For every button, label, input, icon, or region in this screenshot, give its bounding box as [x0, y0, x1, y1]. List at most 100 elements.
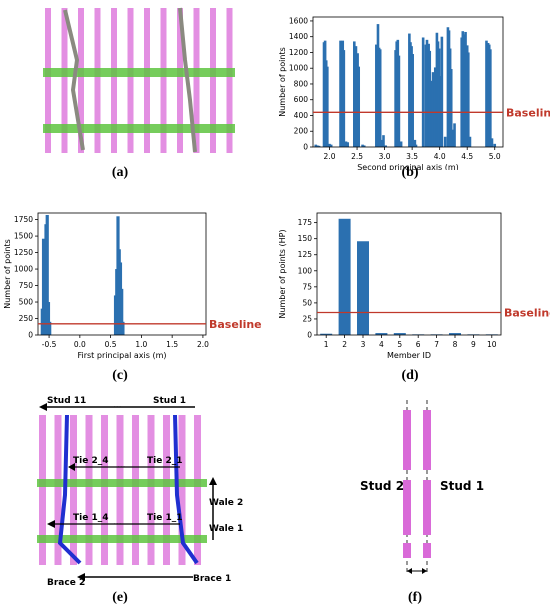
- bar: [48, 321, 52, 335]
- y-tick-label: 100: [298, 266, 313, 275]
- bar: [440, 36, 444, 147]
- x-tick-label: 5: [397, 340, 402, 349]
- y-axis-label: Number of points (HP): [278, 229, 287, 318]
- bar-chart-d: 0 25 50 75 100 125 150 175 1 2 3 4 5 6 7 8 9 10 Baseline Me…: [278, 212, 550, 360]
- bar: [449, 333, 461, 335]
- y-axis-label: Number of points: [278, 47, 287, 117]
- stud-2-segment-upper: [403, 410, 411, 470]
- stud-stripe: [127, 8, 134, 153]
- bar: [357, 66, 361, 147]
- y-tick-label: 500: [19, 298, 34, 307]
- bar: [443, 136, 447, 147]
- x-tick-label: 9: [471, 340, 476, 349]
- stud-stripe: [193, 8, 200, 153]
- bar: [316, 145, 319, 147]
- bar: [489, 49, 492, 147]
- panel-a: [35, 0, 245, 160]
- label-tie-1-4: Tie 1_4: [73, 513, 109, 523]
- y-tick-label: 1000: [14, 265, 33, 274]
- x-tick-label: 0.0: [74, 340, 86, 349]
- bar: [413, 139, 417, 147]
- baseline-label: Baseline: [209, 318, 262, 331]
- stud-stripe: [54, 415, 62, 565]
- stud-2-segment-middle: [403, 480, 411, 535]
- panel-b: 0 200 400 600 800 1000 1200 1400 1600 2.0 2.5 3.0 3.…: [275, 5, 550, 172]
- stud-stripe: [94, 8, 101, 153]
- wale-1-band: [37, 535, 207, 543]
- histogram-b: 0 200 400 600 800 1000 1200 1400 1600 2.0 2.5 3.0 3.…: [278, 16, 550, 172]
- x-axis-label: Second principal axis (m): [357, 163, 459, 170]
- bar: [375, 44, 378, 147]
- x-tick-label: 8: [453, 340, 458, 349]
- panel-e: Stud 11 Stud 1 ··· Tie 2_4 Tie 2_1 ··· T…: [25, 395, 245, 590]
- bar: [421, 37, 425, 147]
- stud-1-segment-upper: [423, 410, 431, 470]
- stud-stripe: [226, 8, 233, 153]
- y-tick-label: 250: [19, 314, 34, 323]
- x-tick-label: 2.5: [351, 152, 363, 161]
- bar: [453, 123, 456, 147]
- bar: [399, 141, 403, 147]
- bar: [431, 72, 435, 147]
- x-tick-label: 3.5: [406, 152, 418, 161]
- brace-2-line: [57, 414, 82, 565]
- stud-stripe: [147, 415, 155, 565]
- bar: [361, 144, 364, 147]
- stud-stripe: [178, 415, 186, 565]
- stud-stripe: [101, 415, 108, 565]
- bar: [326, 66, 329, 147]
- caption-d: (d): [401, 368, 419, 383]
- stud-stripe: [116, 415, 124, 565]
- y-tick-label: 200: [294, 127, 309, 136]
- bar: [414, 144, 418, 147]
- bar: [329, 144, 333, 147]
- y-tick-label: 400: [294, 111, 309, 120]
- stud-stripe: [111, 8, 117, 153]
- stud-stripe: [132, 415, 139, 565]
- label-brace-2: Brace 2: [47, 578, 85, 588]
- x-tick-label: 0.5: [105, 340, 117, 349]
- x-tick-label: 5.0: [489, 152, 501, 161]
- x-tick-label: 1.5: [166, 340, 178, 349]
- bar: [467, 52, 470, 147]
- y-tick-label: 125: [298, 250, 313, 259]
- bar: [328, 143, 331, 147]
- bar: [382, 135, 385, 147]
- y-tick-label: 175: [298, 218, 313, 227]
- label-tie-2-1: Tie 2_1: [147, 456, 183, 466]
- bar: [425, 39, 429, 148]
- label-stud-1: Stud 1: [440, 479, 484, 493]
- panel-d: 0 25 50 75 100 125 150 175 1 2 3 4 5 6 7 8 9 10 Baseline Me…: [275, 205, 550, 365]
- x-tick-label: 10: [487, 340, 497, 349]
- y-tick-label: 1250: [14, 248, 33, 257]
- bar: [397, 55, 401, 147]
- bar: [384, 145, 387, 147]
- bar: [393, 333, 406, 335]
- y-tick-label: 0: [303, 143, 308, 152]
- y-tick-label: 1200: [289, 48, 308, 57]
- bar: [362, 145, 366, 147]
- bar: [449, 69, 453, 147]
- stud-2-segment-lower: [403, 543, 411, 558]
- baseline-label: Baseline: [506, 106, 550, 119]
- x-axis-label: Member ID: [387, 351, 431, 360]
- bar: [464, 31, 467, 147]
- dots-tie-1: ···: [113, 520, 122, 530]
- bar: [120, 288, 124, 335]
- y-tick-label: 600: [294, 95, 309, 104]
- stud-stripe: [163, 415, 170, 565]
- wale-2-band: [37, 479, 207, 487]
- label-tie-1-1: Tie 1_1: [147, 513, 183, 523]
- y-tick-label: 1000: [289, 64, 308, 73]
- x-tick-label: 2.0: [324, 152, 336, 161]
- y-tick-label: 0: [28, 331, 33, 340]
- stud-stripe: [61, 8, 68, 153]
- stud-1-segment-middle: [423, 480, 431, 535]
- bar: [433, 67, 437, 147]
- stud-stripe: [85, 415, 93, 565]
- stud-1-segment-lower: [423, 543, 431, 558]
- y-tick-label: 150: [298, 234, 313, 243]
- brace-right: [178, 7, 197, 153]
- tie-1-arrowhead: [47, 520, 55, 528]
- x-tick-label: -0.5: [42, 340, 57, 349]
